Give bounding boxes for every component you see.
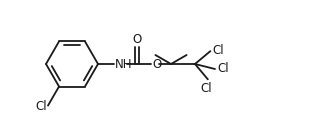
- Text: Cl: Cl: [35, 100, 47, 113]
- Text: O: O: [152, 58, 161, 70]
- Text: Cl: Cl: [217, 62, 228, 76]
- Text: O: O: [132, 33, 142, 46]
- Text: NH: NH: [115, 58, 132, 70]
- Text: Cl: Cl: [212, 44, 224, 57]
- Text: Cl: Cl: [200, 82, 212, 95]
